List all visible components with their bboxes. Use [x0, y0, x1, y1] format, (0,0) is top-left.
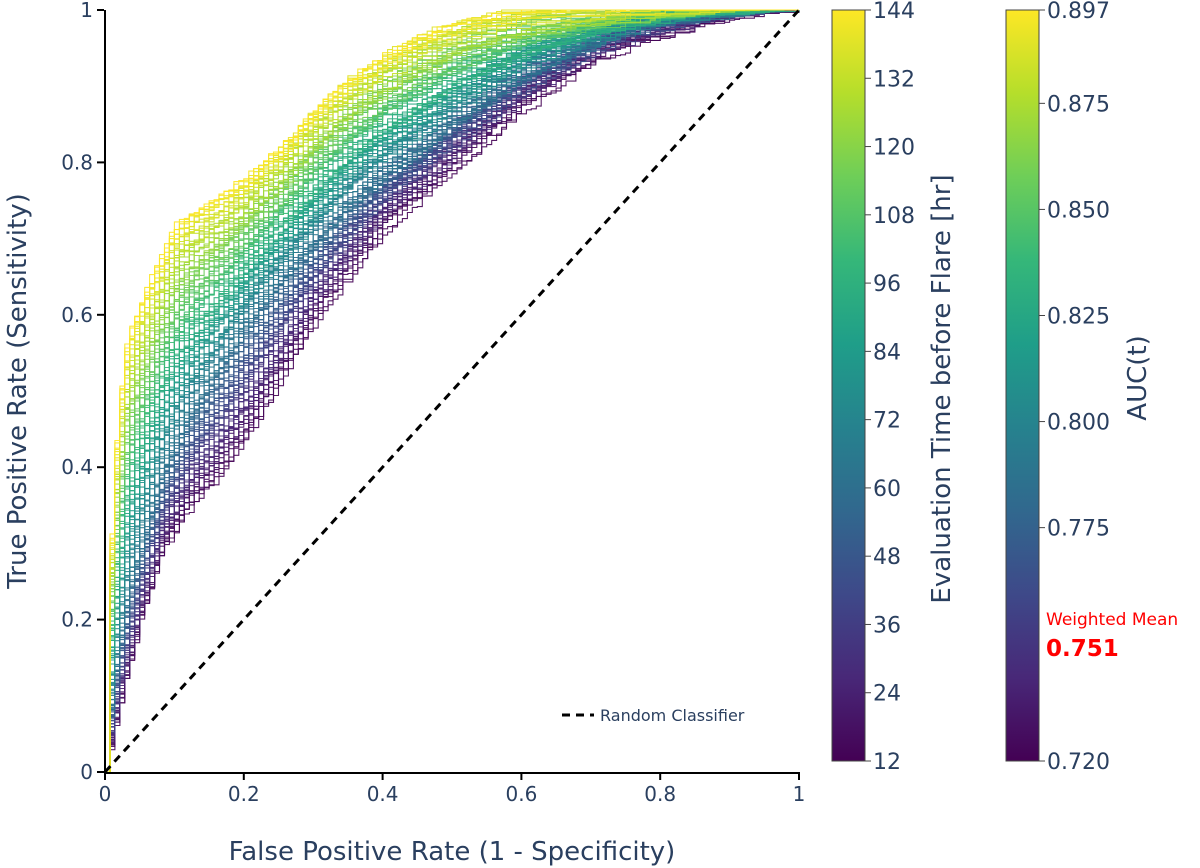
y-tick-label: 0.8: [61, 150, 93, 174]
colorbar-auc-title: AUC(t): [1123, 335, 1153, 420]
x-tick-label: 1: [793, 782, 806, 806]
colorbar-auc-ticks: 0.720 0.775 0.800 0.825 0.850 0.875 0.897: [1039, 0, 1110, 775]
random-classifier-line: [103, 8, 801, 774]
colorbar-tick-label: 24: [873, 682, 901, 707]
legend-label-random-classifier: Random Classifier: [600, 706, 745, 725]
roc-curves: [105, 9, 800, 773]
y-tick-label: 0.2: [61, 608, 93, 632]
colorbar-tick-label: 144: [873, 0, 915, 24]
y-tick-label: 0.6: [61, 303, 93, 327]
colorbar-evaluation-time: 12 24 36 48 60 72 84 96 108 120 132 144 Evaluation …: [831, 0, 957, 775]
roc-curve-132hr: [105, 9, 799, 773]
x-tick-label: 0.8: [644, 782, 676, 806]
x-axis-ticks: 0 0.2 0.4 0.6 0.8 1: [99, 773, 806, 806]
colorbar-tick-label: 132: [873, 67, 915, 92]
colorbar-auc: 0.720 0.775 0.800 0.825 0.850 0.875 0.897 AUC(…: [1005, 0, 1178, 775]
colorbar-tick-label: 48: [873, 545, 901, 570]
colorbar-evaluation-time-gradient: [831, 9, 866, 762]
colorbar-tick-label: 84: [873, 340, 901, 365]
colorbar-tick-label: 0.775: [1047, 517, 1110, 542]
roc-curve-101hr: [105, 9, 799, 773]
y-tick-label: 0: [80, 760, 93, 784]
weighted-mean-value: 0.751: [1046, 636, 1119, 662]
y-tick-label: 0.4: [61, 455, 93, 479]
roc-curve-44hr: [105, 9, 799, 773]
colorbar-tick-label: 0.897: [1047, 0, 1110, 24]
roc-curve-137hr: [105, 9, 799, 773]
roc-curve-140hr: [105, 9, 799, 773]
colorbar-evaluation-time-title: Evaluation Time before Flare [hr]: [927, 174, 957, 603]
colorbar-tick-label: 108: [873, 204, 915, 229]
roc-curve-127hr: [105, 9, 799, 773]
colorbar-tick-label: 120: [873, 136, 915, 161]
colorbar-tick-label: 60: [873, 477, 901, 502]
x-tick-label: 0.6: [505, 782, 537, 806]
x-tick-label: 0: [99, 782, 112, 806]
y-axis-title: True Positive Rate (Sensitivity): [3, 193, 33, 590]
roc-curve-142hr: [105, 9, 799, 773]
colorbar-tick-label: 0.720: [1047, 750, 1110, 775]
y-tick-label: 1: [80, 0, 93, 22]
colorbar-tick-label: 12: [873, 750, 901, 775]
colorbar-auc-gradient: [1005, 9, 1040, 762]
colorbar-tick-label: 36: [873, 613, 901, 638]
x-tick-label: 0.4: [367, 782, 399, 806]
roc-curve-144hr: [105, 9, 799, 773]
colorbar-tick-label: 0.825: [1047, 304, 1110, 329]
colorbar-tick-label: 0.850: [1047, 198, 1110, 223]
colorbar-evaluation-time-ticks: 12 24 36 48 60 72 84 96 108 120 132 144: [865, 0, 915, 775]
x-axis-title: False Positive Rate (1 - Specificity): [229, 837, 676, 867]
y-axis-ticks: 0 0.2 0.4 0.6 0.8 1: [61, 0, 104, 784]
colorbar-tick-label: 0.875: [1047, 92, 1110, 117]
roc-curve-96hr: [105, 9, 799, 773]
weighted-mean-label: Weighted Mean: [1046, 610, 1178, 630]
colorbar-tick-label: 0.800: [1047, 411, 1110, 436]
colorbar-tick-label: 96: [873, 272, 901, 297]
x-tick-label: 0.2: [228, 782, 260, 806]
roc-curve-63hr: [105, 9, 799, 773]
colorbar-tick-label: 72: [873, 409, 901, 434]
roc-curve-61hr: [105, 9, 799, 773]
legend: Random Classifier: [562, 706, 745, 725]
